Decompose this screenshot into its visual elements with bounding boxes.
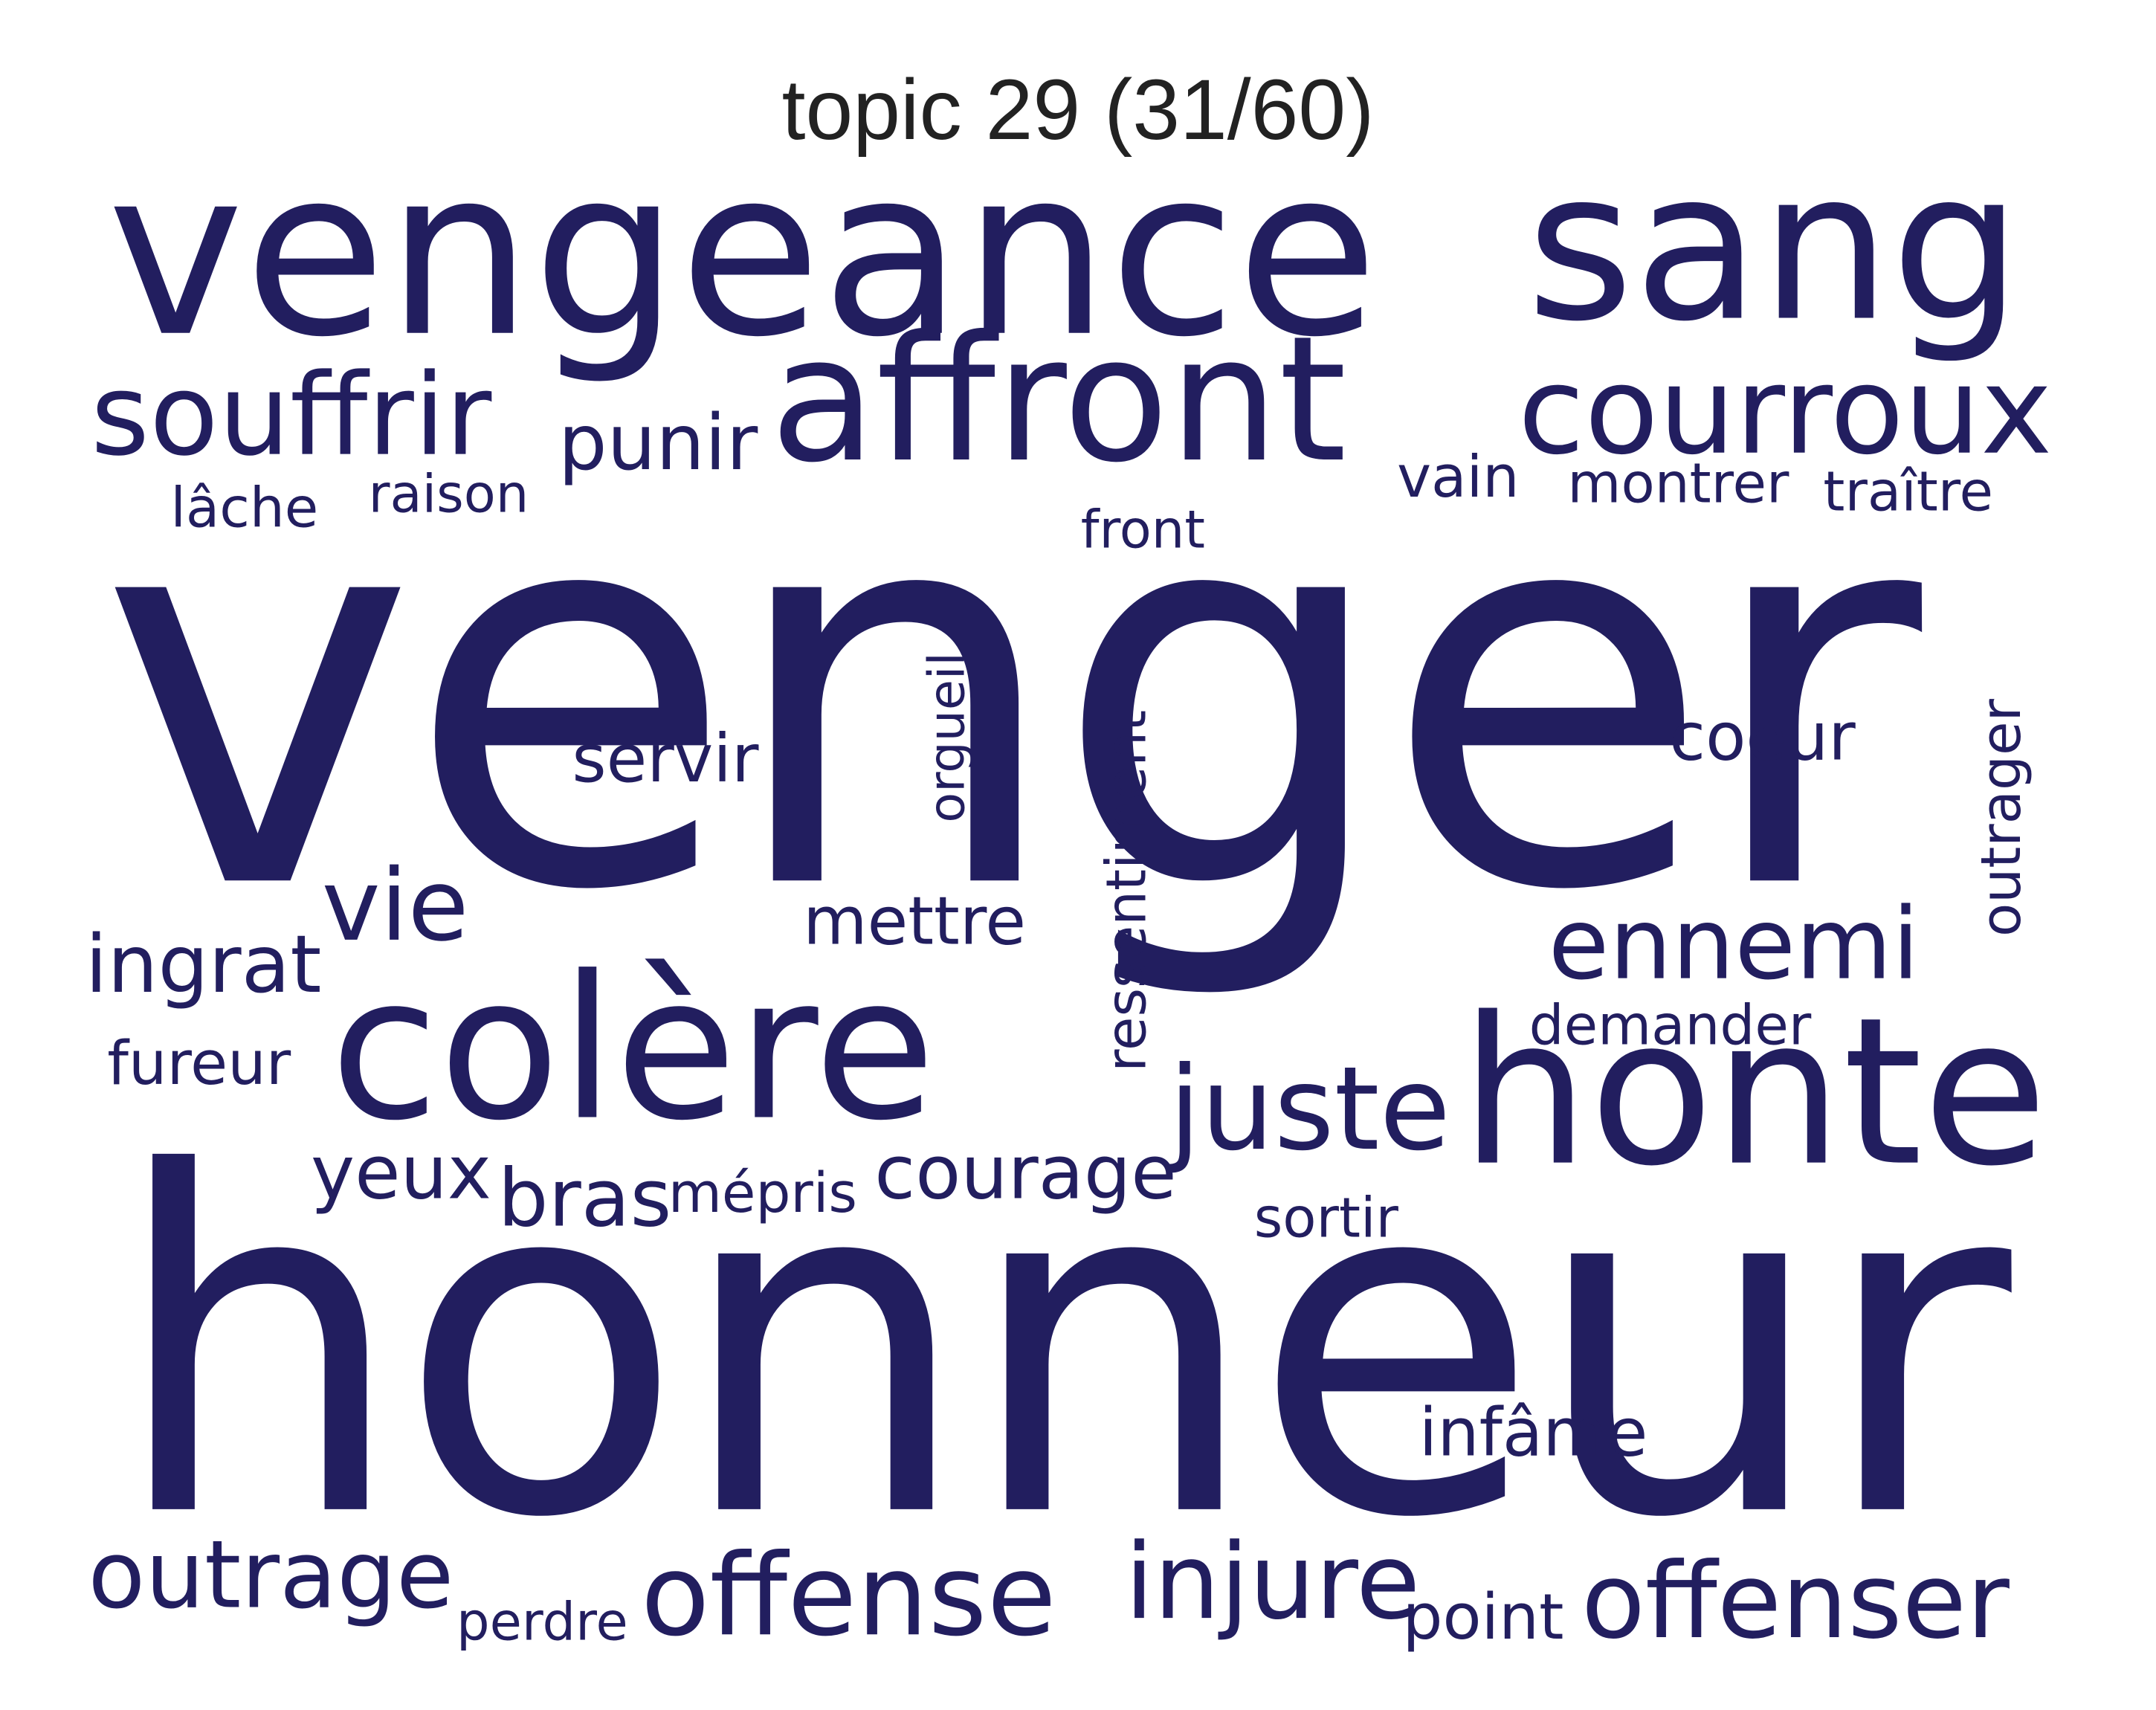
word-orgueil: orgueil — [920, 652, 977, 823]
word-point: point — [1402, 1579, 1564, 1654]
word-affront: affront — [769, 298, 1347, 501]
word-montrer: montrer — [1567, 452, 1789, 516]
word-ressentiment: ressentiment — [1096, 709, 1160, 1072]
word-vain: vain — [1397, 442, 1520, 511]
word-venger: venger — [99, 382, 1922, 1007]
word-honneur: honneur — [109, 1076, 2012, 1621]
word-courroux: courroux — [1517, 340, 2053, 482]
word-outrager: outrager — [1970, 699, 2034, 937]
word-juste: juste — [1169, 1041, 1451, 1177]
word-ingrat: ingrat — [85, 917, 322, 1012]
word-perdre: perdre — [456, 1591, 628, 1653]
word-vengeance: vengeance — [107, 118, 1378, 388]
word-traitre: traître — [1823, 460, 1994, 525]
word-sang: sang — [1526, 128, 2022, 368]
word-fureur: fureur — [107, 1029, 291, 1100]
word-injure: injure — [1124, 1520, 1421, 1643]
word-raison: raison — [368, 463, 529, 525]
word-vie: vie — [321, 847, 469, 964]
word-yeux: yeux — [310, 1129, 491, 1216]
word-offenser: offenser — [1581, 1539, 2010, 1662]
word-bras: bras — [497, 1151, 672, 1245]
cloud-title: topic 29 (31/60) — [781, 63, 1375, 158]
word-punir: punir — [558, 399, 758, 488]
word-offense: offense — [640, 1531, 1056, 1662]
word-souffrir: souffrir — [91, 350, 492, 482]
word-outrage: outrage — [88, 1521, 454, 1630]
word-colere: colère — [329, 932, 936, 1164]
word-mettre: mettre — [803, 883, 1026, 961]
word-demander: demander — [1529, 994, 1812, 1058]
word-sortir: sortir — [1253, 1187, 1398, 1251]
word-honte: honte — [1460, 974, 2048, 1211]
word-mepris: mépris — [668, 1162, 857, 1226]
word-infame: infâme — [1418, 1395, 1648, 1472]
word-servir: servir — [572, 720, 759, 798]
word-coeur: coeur — [1669, 699, 1856, 776]
word-lache: lâche — [170, 477, 319, 541]
word-front: front — [1080, 499, 1205, 561]
word-courage: courage — [874, 1129, 1177, 1216]
word-ennemi: ennemi — [1548, 885, 1920, 1002]
